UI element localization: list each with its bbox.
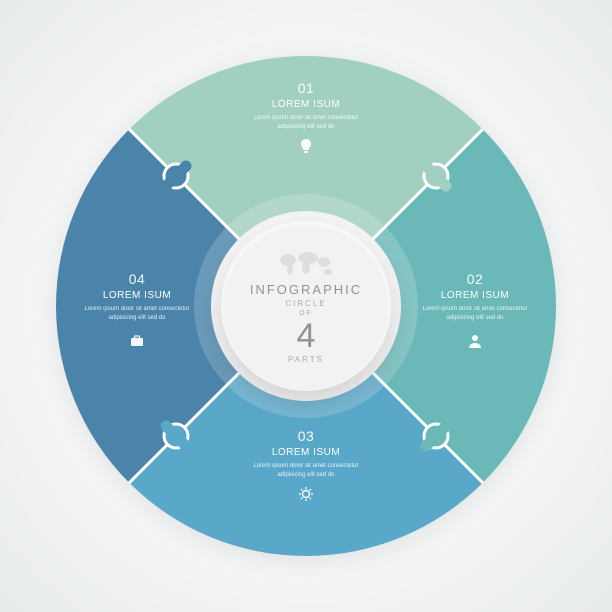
center-number: 4 <box>297 319 316 353</box>
center-line3: OF <box>299 310 313 317</box>
center-line2: CIRCLE <box>285 299 326 308</box>
center-line1: INFOGRAPHIC <box>250 282 362 297</box>
center-line4: PARTS <box>288 355 324 364</box>
world-map-icon <box>276 248 336 278</box>
infographic-circle: INFOGRAPHIC CIRCLE OF 4 PARTS 01 LOREM I… <box>56 56 556 556</box>
center-disc: INFOGRAPHIC CIRCLE OF 4 PARTS <box>221 221 391 391</box>
